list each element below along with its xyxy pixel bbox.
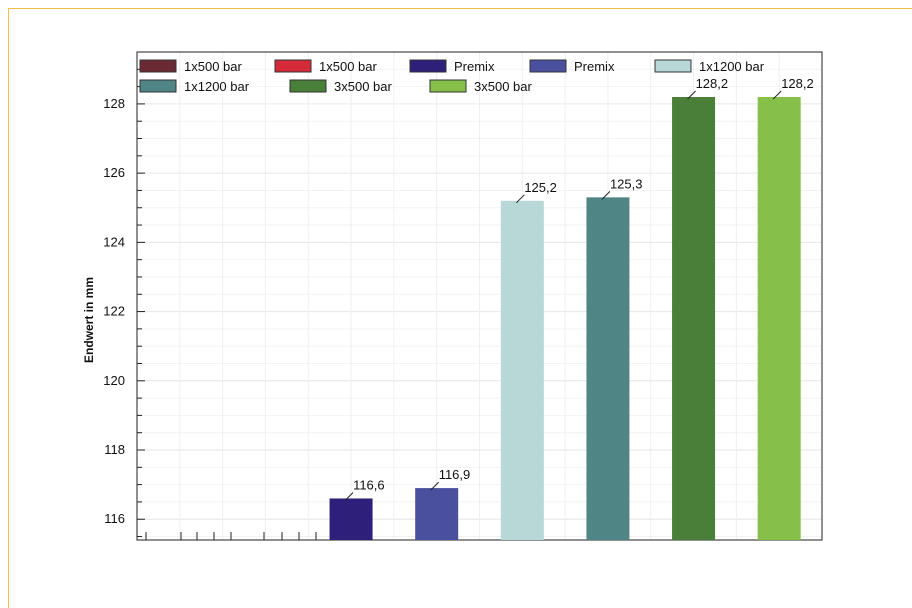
label-leader bbox=[687, 90, 696, 100]
y-tick-label: 126 bbox=[103, 165, 125, 180]
data-label: 116,9 bbox=[439, 467, 471, 482]
data-labels: 116,6 116,9 125,2 125,3 128,2 128,2 bbox=[344, 76, 814, 501]
legend-swatch bbox=[289, 79, 327, 93]
bar bbox=[586, 197, 630, 541]
legend: 1x500 bar 1x500 bar Premix Premix 1x1200 bar… bbox=[139, 59, 765, 94]
legend-label: 3x500 bar bbox=[474, 79, 532, 94]
legend-swatch bbox=[429, 79, 467, 93]
legend-label: 1x1200 bar bbox=[184, 79, 250, 94]
bar bbox=[415, 488, 459, 540]
label-leader bbox=[430, 481, 440, 491]
bars bbox=[329, 96, 801, 541]
bar-chart: 116 118 120 122 124 126 128 116,6 116,9 125,2 125… bbox=[82, 51, 823, 541]
legend-swatch bbox=[409, 59, 447, 73]
legend-label: 3x500 bar bbox=[334, 79, 392, 94]
legend-swatch bbox=[139, 79, 177, 93]
data-label: 125,2 bbox=[524, 180, 557, 195]
legend-swatch bbox=[654, 59, 692, 73]
y-axis-title: Endwert in mm bbox=[82, 277, 96, 363]
bar bbox=[500, 200, 544, 540]
y-tick-label: 122 bbox=[103, 304, 125, 319]
legend-label: Premix bbox=[454, 59, 495, 74]
data-label: 125,3 bbox=[610, 176, 643, 191]
label-leader bbox=[515, 194, 525, 204]
legend-label: 1x1200 bar bbox=[699, 59, 765, 74]
legend-label: 1x500 bar bbox=[319, 59, 377, 74]
data-label: 116,6 bbox=[353, 477, 385, 492]
data-label: 128,2 bbox=[696, 76, 729, 91]
y-tick-label: 120 bbox=[103, 373, 125, 388]
legend-label: 1x500 bar bbox=[184, 59, 242, 74]
label-leader bbox=[772, 90, 782, 100]
label-leader bbox=[344, 492, 354, 501]
y-tick-label: 116 bbox=[104, 511, 125, 526]
bar bbox=[757, 96, 801, 540]
y-tick-label: 118 bbox=[104, 442, 125, 457]
plot-frame bbox=[136, 51, 823, 541]
figure-frame bbox=[8, 8, 912, 608]
y-tick-label: 124 bbox=[103, 234, 125, 249]
legend-label: Premix bbox=[574, 59, 615, 74]
grid bbox=[136, 51, 823, 540]
bar bbox=[329, 498, 373, 540]
bar bbox=[672, 96, 716, 540]
legend-swatch bbox=[274, 59, 312, 73]
label-leader bbox=[601, 191, 611, 200]
y-tick-label: 128 bbox=[103, 96, 125, 111]
legend-swatch bbox=[529, 59, 567, 73]
data-label: 128,2 bbox=[781, 76, 814, 91]
legend-swatch bbox=[139, 59, 177, 73]
